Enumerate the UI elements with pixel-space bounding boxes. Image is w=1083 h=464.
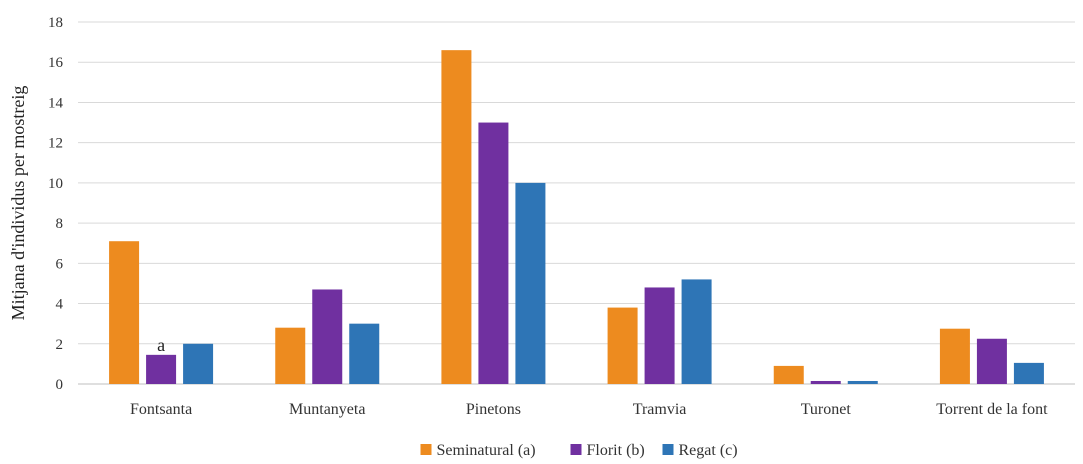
bar-annotation: a [157, 335, 165, 355]
bar [644, 287, 675, 384]
bar [773, 365, 804, 384]
bar [1013, 362, 1044, 384]
gridlines [78, 21, 1075, 385]
bar [312, 289, 343, 384]
bar [478, 122, 509, 385]
x-axis-categories: Fontsanta Muntanyeta Pinetons Tramvia Turone… [130, 401, 1048, 418]
legend-item: Seminatural (a) [420, 442, 536, 459]
bar [810, 380, 841, 384]
x-category-label: Tramvia [633, 401, 687, 418]
bar [183, 343, 214, 384]
bar [681, 279, 712, 384]
y-tick-label: 18 [48, 15, 63, 31]
y-axis-title: Mitjana d'individus per mostreig [8, 86, 28, 321]
legend-label: Florit (b) [587, 442, 645, 459]
bar [515, 182, 546, 384]
y-tick-label: 6 [56, 256, 64, 272]
legend-label: Regat (c) [679, 442, 738, 459]
x-category-label: Muntanyeta [289, 401, 365, 418]
bar [607, 307, 638, 384]
y-tick-label: 0 [56, 377, 64, 393]
x-category-label: Turonet [801, 401, 852, 418]
bar [847, 380, 878, 384]
bar [939, 328, 970, 384]
bar [441, 50, 472, 385]
y-tick-label: 4 [56, 297, 64, 313]
y-tick-label: 16 [48, 55, 64, 71]
bar [349, 323, 380, 384]
annotations: a [157, 335, 165, 355]
y-tick-label: 2 [56, 337, 64, 353]
y-tick-label: 8 [56, 216, 64, 232]
x-category-label: Torrent de la font [936, 401, 1048, 418]
bar [275, 327, 306, 384]
bar [146, 354, 177, 384]
legend-label: Seminatural (a) [437, 442, 536, 459]
x-category-label: Pinetons [466, 401, 521, 418]
legend-swatch [570, 444, 582, 455]
y-tick-label: 10 [48, 176, 63, 192]
y-tick-label: 12 [48, 136, 63, 152]
x-category-label: Fontsanta [130, 401, 192, 418]
y-tick-label: 14 [48, 95, 64, 111]
legend: Seminatural (a) Florit (b) Regat (c) [420, 442, 738, 459]
legend-swatch [662, 444, 674, 455]
y-axis-ticks: 0 2 4 6 8 10 12 14 16 18 [48, 15, 64, 393]
legend-item: Florit (b) [570, 442, 645, 459]
bar [109, 241, 140, 384]
legend-item: Regat (c) [662, 442, 738, 459]
bars [109, 50, 1044, 385]
legend-swatch [420, 444, 432, 455]
bar [976, 338, 1007, 384]
